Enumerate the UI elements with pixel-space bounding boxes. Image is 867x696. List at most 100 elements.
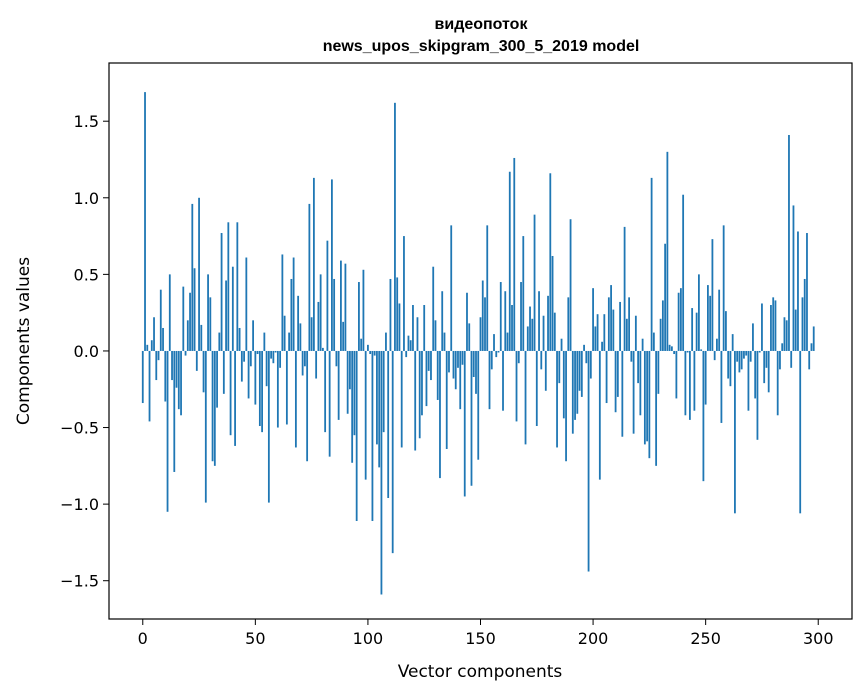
bar (360, 338, 363, 351)
bar (756, 350, 759, 440)
bar (308, 203, 311, 351)
bar (785, 320, 788, 351)
bar (682, 194, 685, 351)
bar (385, 332, 387, 351)
bar (423, 305, 426, 351)
bar (585, 350, 588, 364)
bar (342, 321, 345, 351)
bar (166, 350, 169, 512)
bar (799, 350, 802, 514)
bar (538, 291, 540, 351)
bar (774, 300, 777, 351)
bar (258, 350, 261, 427)
bar (673, 350, 676, 355)
bar (727, 350, 730, 379)
bar (486, 225, 489, 351)
bar (358, 282, 360, 351)
bar (540, 350, 543, 370)
bar (333, 278, 336, 351)
bar (569, 219, 572, 351)
bar (747, 350, 750, 411)
bar (301, 350, 304, 376)
bar (646, 350, 649, 442)
y-axis-ticks: −1.5 −1.0 −0.5 0.0 0.5 1.0 1.5 (60, 112, 109, 591)
bar (321, 347, 324, 351)
bar (207, 274, 209, 351)
y-tick-label: −1.5 (60, 572, 99, 591)
bar (738, 350, 741, 373)
bar (576, 350, 579, 414)
bars-group (141, 92, 815, 595)
bar (369, 350, 372, 355)
bar (265, 350, 268, 387)
bar (186, 320, 189, 351)
bar (788, 134, 790, 351)
bar (484, 297, 486, 351)
bar (367, 344, 369, 351)
bar (416, 317, 419, 351)
bar (274, 350, 277, 353)
bar (772, 297, 775, 351)
bar (716, 338, 718, 351)
bar (403, 236, 405, 351)
bar (373, 350, 376, 356)
x-axis-label: Vector components (398, 662, 563, 682)
bar (808, 350, 811, 370)
bar (164, 350, 167, 402)
bar (443, 332, 446, 351)
bar (526, 326, 529, 351)
bar (150, 340, 153, 351)
bar (387, 350, 390, 498)
bar (209, 297, 212, 351)
bar (700, 349, 703, 351)
bar (211, 350, 214, 462)
bar (317, 301, 320, 351)
bar (452, 350, 455, 379)
bar (731, 334, 734, 351)
x-tick-label: 200 (578, 629, 609, 648)
bar (331, 179, 333, 351)
bar (245, 257, 248, 351)
bar (657, 350, 660, 394)
bar (641, 338, 644, 351)
bar (553, 312, 556, 351)
bar (371, 350, 374, 521)
bar (216, 350, 218, 408)
bar (562, 350, 565, 419)
bar (272, 350, 275, 364)
bar (628, 297, 630, 351)
bar (594, 326, 597, 351)
bar (472, 350, 475, 377)
bar (436, 350, 439, 400)
bar (533, 214, 536, 351)
bar (180, 350, 182, 416)
bar (675, 350, 678, 399)
bar (182, 286, 185, 351)
bar (270, 350, 273, 359)
bar (779, 350, 781, 370)
bar (666, 151, 669, 351)
bar (578, 350, 581, 391)
bar (198, 197, 200, 351)
bar (234, 350, 236, 446)
bar (661, 300, 664, 351)
bar (499, 282, 502, 351)
y-tick-label: 0.0 (74, 342, 99, 361)
bar (535, 350, 538, 427)
bar (693, 350, 696, 411)
bar (463, 350, 466, 497)
bar (725, 311, 727, 351)
bar (596, 314, 599, 351)
x-tick-label: 300 (803, 629, 834, 648)
bar (153, 317, 155, 351)
bar (583, 344, 585, 351)
bar (204, 350, 207, 503)
bar (707, 285, 709, 351)
bar (294, 350, 297, 448)
bar (639, 350, 642, 416)
bar (340, 260, 342, 351)
bar (542, 315, 545, 351)
bar (306, 350, 309, 462)
bar (688, 350, 691, 420)
bar (691, 308, 694, 351)
